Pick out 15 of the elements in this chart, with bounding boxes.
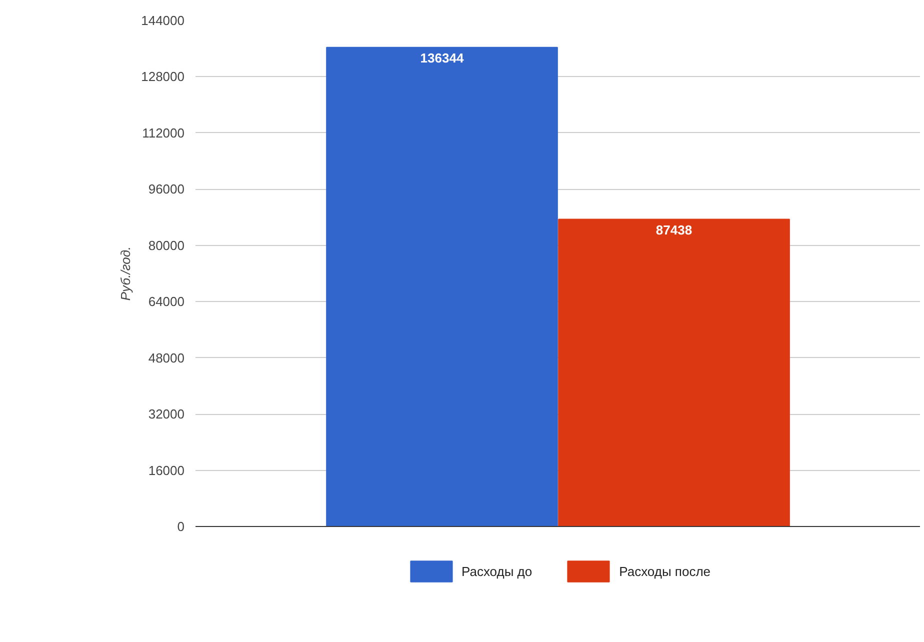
data-label: 87438: [656, 222, 692, 238]
y-tick-label: 80000: [148, 238, 185, 253]
y-tick-label: 96000: [148, 182, 185, 197]
y-tick-label: 144000: [141, 13, 185, 28]
y-tick-label: 48000: [148, 350, 185, 366]
y-tick-label: 0: [177, 519, 185, 534]
y-tick-label: 64000: [148, 294, 185, 310]
y-tick-label: 32000: [148, 406, 185, 422]
data-label: 136344: [420, 50, 464, 66]
y-tick-label: 128000: [141, 69, 185, 84]
legend-label: Расходы после: [619, 564, 711, 578]
y-tick-label: 112000: [142, 125, 185, 140]
y-axis-title: Руб./год.: [118, 246, 134, 301]
y-tick-label: 16000: [148, 462, 185, 478]
legend-label: Расходы до: [461, 564, 532, 578]
